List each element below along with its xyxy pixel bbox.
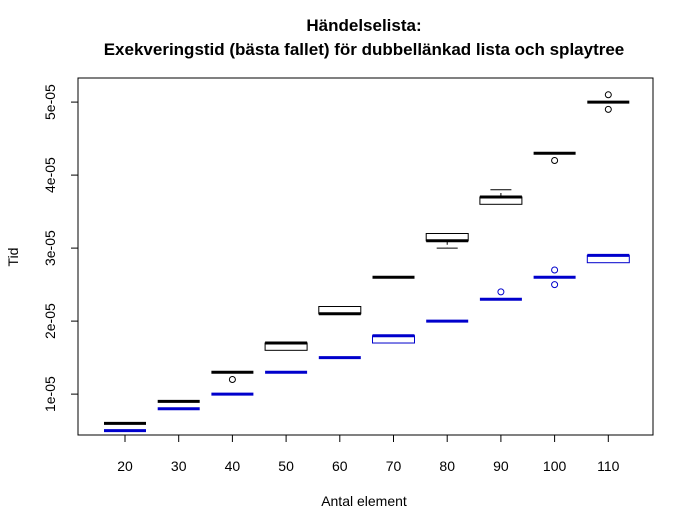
x-tick-label: 110 [597, 458, 620, 474]
plot-frame [77, 77, 654, 436]
x-tick-label: 80 [439, 458, 455, 474]
box-0-2 [211, 370, 254, 384]
box-1-8 [533, 266, 576, 289]
outlier-point [604, 91, 612, 99]
box-0-9 [587, 91, 630, 113]
outlier-point [228, 376, 236, 384]
x-tick-label: 20 [117, 458, 133, 474]
y-tick-label: 1e-05 [42, 376, 58, 412]
box-0-3 [264, 341, 308, 351]
boxes-layer [104, 91, 630, 433]
chart-title: Händelselista: [306, 16, 421, 35]
chart-subtitle: Exekveringstid (bästa fallet) för dubbel… [104, 40, 625, 59]
x-tick-label: 100 [543, 458, 567, 474]
y-tick-label: 3e-05 [42, 230, 58, 266]
box-0-4 [318, 306, 362, 316]
x-tick-label: 60 [332, 458, 348, 474]
y-tick-label: 4e-05 [42, 157, 58, 193]
x-tick-label: 40 [225, 458, 241, 474]
y-axis-label: Tid [5, 248, 21, 267]
box-0-8 [533, 151, 576, 164]
outlier-point [497, 288, 505, 296]
box-1-9 [586, 253, 630, 264]
x-tick-label: 30 [171, 458, 187, 474]
x-tick-label: 50 [278, 458, 294, 474]
x-axis: 20 30 40 50 60 70 80 90 100 110 [117, 434, 620, 474]
x-tick-label: 90 [493, 458, 509, 474]
y-tick-label: 2e-05 [42, 303, 58, 339]
x-axis-label: Antal element [321, 493, 407, 509]
box-1-5 [372, 334, 415, 344]
outlier-point [551, 266, 559, 274]
outlier-point [604, 105, 612, 113]
box-0-7 [479, 189, 523, 205]
box-1-7 [479, 288, 522, 301]
box-0-6 [425, 233, 469, 249]
y-axis: 1e-05 2e-05 3e-05 4e-05 5e-05 [42, 84, 79, 412]
x-tick-label: 70 [386, 458, 402, 474]
outlier-point [551, 156, 559, 164]
outlier-point [551, 281, 559, 289]
y-tick-label: 5e-05 [42, 84, 58, 120]
